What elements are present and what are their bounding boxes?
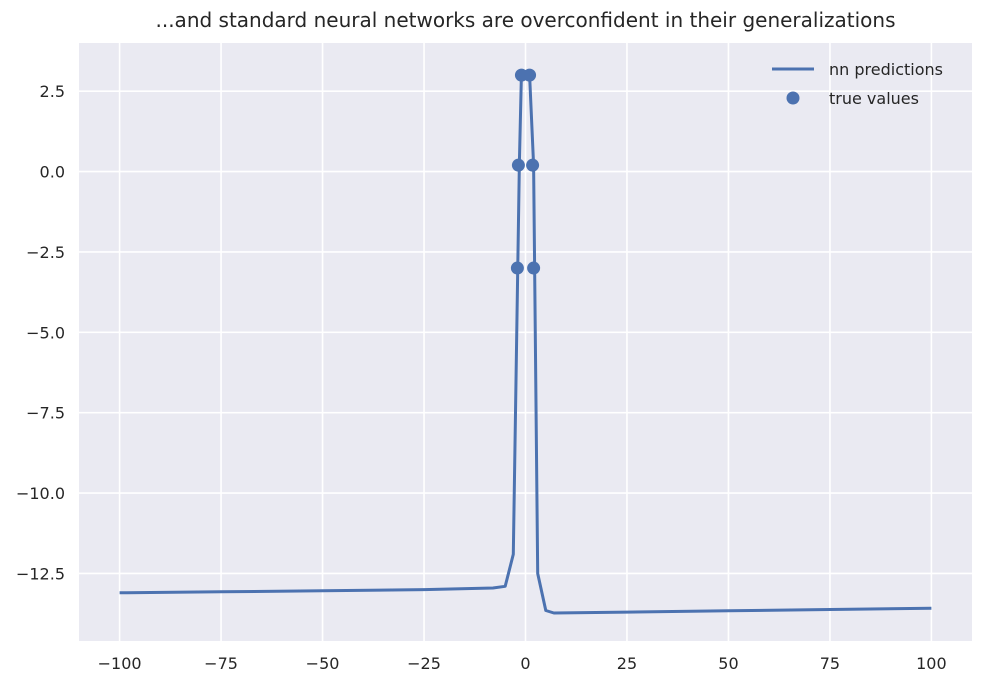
- data-point-true-value: [526, 158, 540, 172]
- data-point-true-value: [523, 68, 537, 82]
- x-tick-label: 0: [520, 654, 530, 673]
- legend-label-true-values: true values: [829, 89, 919, 108]
- y-tick-label: −7.5: [26, 404, 65, 423]
- data-point-true-value: [511, 158, 525, 172]
- y-tick-label: −12.5: [16, 564, 65, 583]
- y-tick-label: −2.5: [26, 243, 65, 262]
- y-tick-label: 0.0: [40, 163, 65, 182]
- y-tick-label: −5.0: [26, 323, 65, 342]
- x-tick-label: 100: [916, 654, 947, 673]
- x-tick-label: −25: [407, 654, 441, 673]
- x-tick-label: −50: [306, 654, 340, 673]
- x-tick-label: −75: [204, 654, 238, 673]
- legend-dot-marker: [786, 91, 800, 105]
- x-tick-label: 75: [820, 654, 840, 673]
- legend-label-nn-predictions: nn predictions: [829, 60, 943, 79]
- y-tick-label: −10.0: [16, 484, 65, 503]
- x-tick-label: 25: [617, 654, 637, 673]
- x-tick-label: −100: [98, 654, 142, 673]
- x-tick-label: 50: [718, 654, 738, 673]
- y-tick-label: 2.5: [40, 82, 65, 101]
- data-point-true-value: [510, 261, 524, 275]
- data-point-true-value: [527, 261, 541, 275]
- chart-title: ...and standard neural networks are over…: [155, 8, 896, 32]
